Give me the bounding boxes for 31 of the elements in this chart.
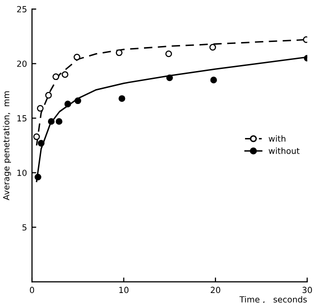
y-tick-label: 25 [17,6,26,12]
point [38,140,45,147]
x-axis-title: Time , seconds [239,296,307,303]
point [210,76,217,84]
x-tick-label: 0 [30,286,34,294]
legend-label: with [268,135,286,142]
y-axis-title: Average penetration, mm [2,91,11,200]
y-tick-label: 5 [22,224,26,231]
point [36,105,44,112]
point [165,50,172,58]
x-tick-label: 10 [119,286,128,294]
point [118,95,126,102]
point [34,174,42,180]
point [209,44,216,51]
point [74,97,82,104]
x-tick-label: 20 [210,286,220,294]
point [45,92,52,99]
point [56,118,62,125]
point [62,71,68,78]
point [48,118,55,125]
point [33,133,40,140]
point [52,73,60,80]
legend-label: without [268,148,300,154]
x-tick-label: 30 [302,286,312,294]
y-tick-label: 15 [17,115,26,122]
point [116,49,122,56]
point [74,54,80,60]
point [166,74,173,82]
point [64,100,72,108]
y-tick-label: 10 [17,170,27,176]
y-tick-label: 20 [17,60,27,67]
